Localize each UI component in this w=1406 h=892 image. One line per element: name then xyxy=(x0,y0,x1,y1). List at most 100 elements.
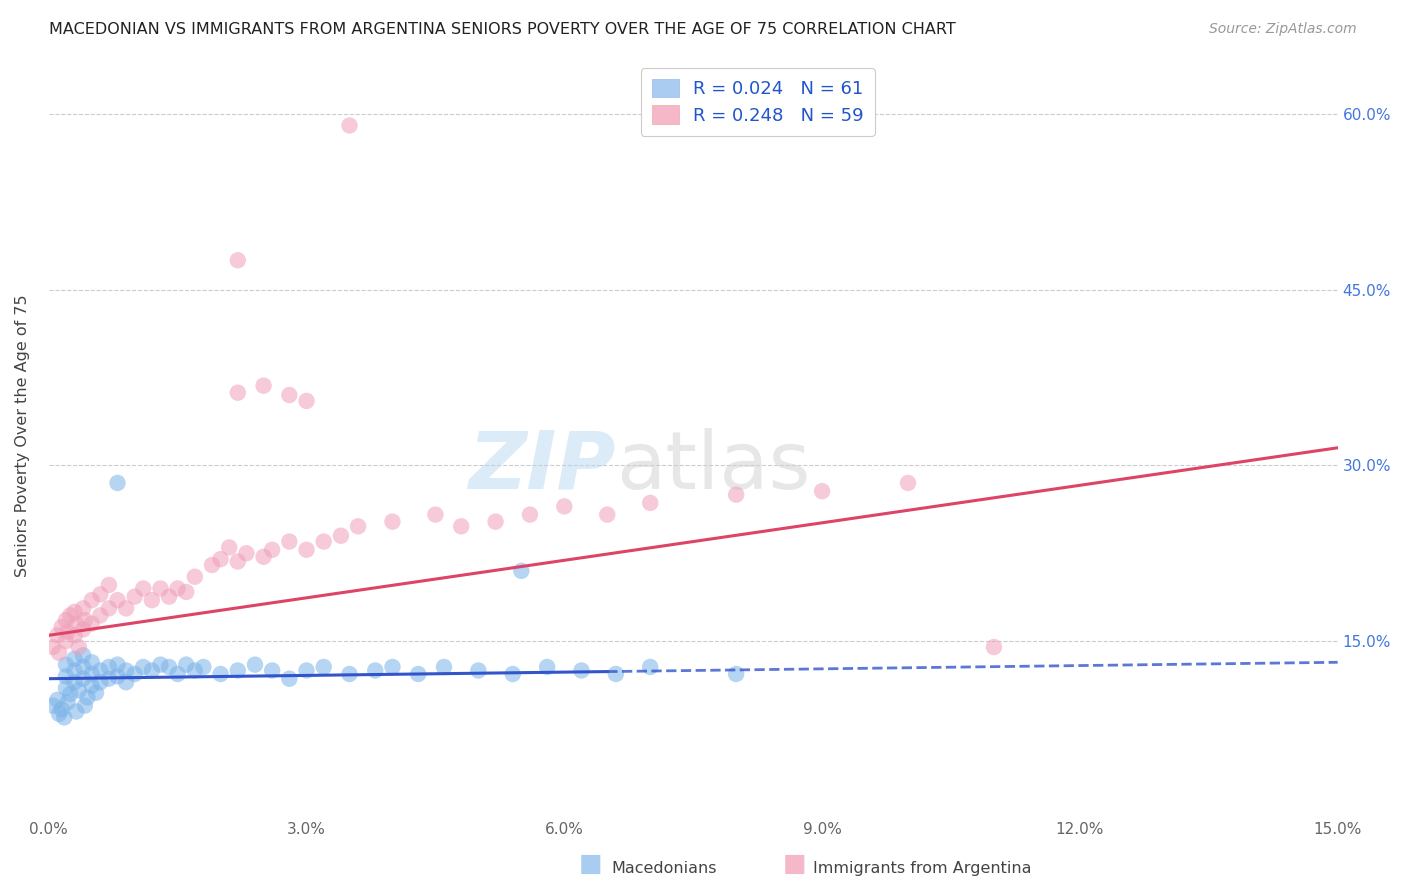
Point xyxy=(59,687,82,701)
Point xyxy=(63,652,86,666)
Point xyxy=(72,623,94,637)
Point xyxy=(115,601,138,615)
Point xyxy=(97,660,120,674)
Text: Macedonians: Macedonians xyxy=(612,861,717,876)
Point xyxy=(897,475,920,490)
Point xyxy=(80,593,103,607)
Text: Source: ZipAtlas.com: Source: ZipAtlas.com xyxy=(1209,22,1357,37)
Point xyxy=(347,519,370,533)
Point xyxy=(209,667,232,681)
Point xyxy=(262,542,284,557)
Point xyxy=(56,695,79,709)
Point xyxy=(605,667,627,681)
Point xyxy=(553,500,575,514)
Point xyxy=(72,660,94,674)
Point xyxy=(48,646,70,660)
Point xyxy=(638,660,661,674)
Point xyxy=(519,508,541,522)
Point xyxy=(63,628,86,642)
Point xyxy=(59,608,82,623)
Point xyxy=(174,657,197,672)
Point xyxy=(149,582,172,596)
Point xyxy=(72,672,94,686)
Point xyxy=(983,640,1005,654)
Point xyxy=(72,601,94,615)
Point xyxy=(55,634,77,648)
Point xyxy=(278,534,301,549)
Point xyxy=(97,601,120,615)
Point xyxy=(226,664,249,678)
Point xyxy=(638,496,661,510)
Point xyxy=(72,648,94,663)
Text: Immigrants from Argentina: Immigrants from Argentina xyxy=(813,861,1031,876)
Point xyxy=(55,681,77,695)
Point xyxy=(55,669,77,683)
Point xyxy=(201,558,224,572)
Point xyxy=(107,657,129,672)
Point xyxy=(107,669,129,683)
Point xyxy=(425,508,447,522)
Point xyxy=(115,664,138,678)
Text: ZIP: ZIP xyxy=(468,427,616,506)
Point xyxy=(295,664,318,678)
Point xyxy=(262,664,284,678)
Point xyxy=(174,585,197,599)
Point xyxy=(63,675,86,690)
Point xyxy=(571,664,593,678)
Point xyxy=(218,541,240,555)
Point xyxy=(209,552,232,566)
Point xyxy=(65,705,87,719)
Point xyxy=(80,616,103,631)
Point xyxy=(339,119,361,133)
Text: atlas: atlas xyxy=(616,427,810,506)
Point xyxy=(725,488,748,502)
Text: ■: ■ xyxy=(783,852,806,876)
Point xyxy=(42,640,65,654)
Point xyxy=(226,554,249,568)
Point xyxy=(73,613,96,627)
Point xyxy=(42,698,65,713)
Point xyxy=(433,660,456,674)
Text: ■: ■ xyxy=(579,852,602,876)
Point xyxy=(725,667,748,681)
Point xyxy=(312,660,335,674)
Point xyxy=(157,660,180,674)
Point xyxy=(252,549,274,564)
Point xyxy=(89,587,111,601)
Point xyxy=(467,664,489,678)
Point xyxy=(51,702,73,716)
Point xyxy=(107,475,129,490)
Point xyxy=(278,388,301,402)
Point xyxy=(132,582,155,596)
Point xyxy=(63,664,86,678)
Point xyxy=(124,590,146,604)
Point xyxy=(67,683,90,698)
Point xyxy=(295,542,318,557)
Point xyxy=(97,672,120,686)
Point xyxy=(235,546,257,560)
Point xyxy=(295,393,318,408)
Point xyxy=(46,628,69,642)
Point xyxy=(56,624,79,639)
Point xyxy=(141,664,163,678)
Point xyxy=(243,657,266,672)
Point xyxy=(80,667,103,681)
Point xyxy=(381,660,404,674)
Point xyxy=(811,484,834,499)
Point xyxy=(329,529,352,543)
Y-axis label: Seniors Poverty Over the Age of 75: Seniors Poverty Over the Age of 75 xyxy=(15,294,30,577)
Point xyxy=(184,570,207,584)
Point xyxy=(141,593,163,607)
Point xyxy=(80,655,103,669)
Point xyxy=(67,640,90,654)
Point xyxy=(97,578,120,592)
Point xyxy=(48,706,70,721)
Point xyxy=(89,675,111,690)
Point xyxy=(339,667,361,681)
Point xyxy=(89,608,111,623)
Point xyxy=(46,693,69,707)
Point xyxy=(55,613,77,627)
Point xyxy=(364,664,387,678)
Point xyxy=(51,620,73,634)
Point xyxy=(132,660,155,674)
